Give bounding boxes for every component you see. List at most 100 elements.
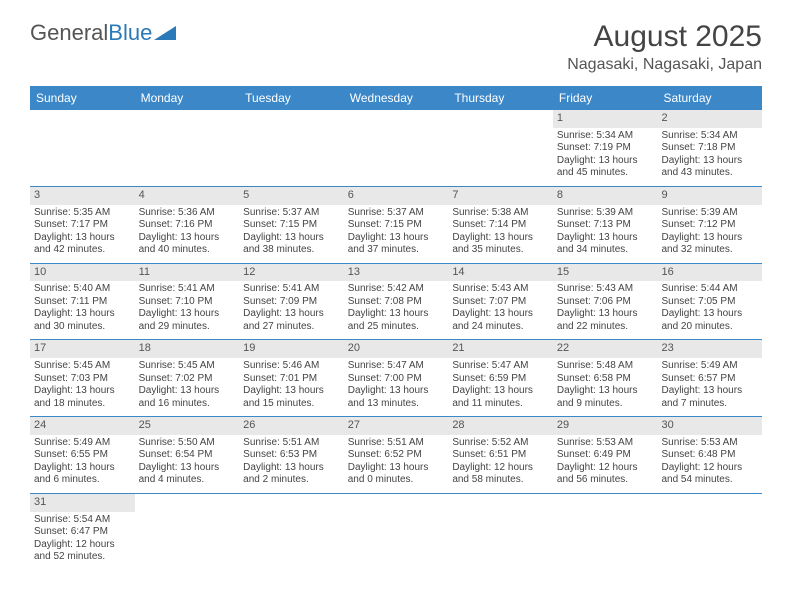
day-cell: 27Sunrise: 5:51 AMSunset: 6:52 PMDayligh… xyxy=(344,417,449,493)
empty-cell xyxy=(30,110,135,186)
sunrise-text: Sunrise: 5:45 AM xyxy=(139,360,236,373)
day-number: 3 xyxy=(30,187,135,205)
sunset-text: Sunset: 6:49 PM xyxy=(557,449,654,462)
daylight-text: Daylight: 13 hours xyxy=(243,385,340,398)
day-number: 15 xyxy=(553,264,658,282)
daylight-text: Daylight: 13 hours xyxy=(34,385,131,398)
day-cell: 11Sunrise: 5:41 AMSunset: 7:10 PMDayligh… xyxy=(135,264,240,340)
day-cell: 10Sunrise: 5:40 AMSunset: 7:11 PMDayligh… xyxy=(30,264,135,340)
day-header: Thursday xyxy=(448,86,553,110)
empty-cell xyxy=(657,494,762,570)
day-number: 17 xyxy=(30,340,135,358)
sunset-text: Sunset: 7:02 PM xyxy=(139,373,236,386)
week-row: 1Sunrise: 5:34 AMSunset: 7:19 PMDaylight… xyxy=(30,110,762,187)
day-number: 16 xyxy=(657,264,762,282)
daylight-text: Daylight: 13 hours xyxy=(348,232,445,245)
day-number: 28 xyxy=(448,417,553,435)
sunset-text: Sunset: 7:14 PM xyxy=(452,219,549,232)
sunrise-text: Sunrise: 5:43 AM xyxy=(557,283,654,296)
daylight-text: and 37 minutes. xyxy=(348,244,445,257)
sunset-text: Sunset: 6:47 PM xyxy=(34,526,131,539)
sunrise-text: Sunrise: 5:41 AM xyxy=(139,283,236,296)
day-cell: 22Sunrise: 5:48 AMSunset: 6:58 PMDayligh… xyxy=(553,340,658,416)
daylight-text: and 13 minutes. xyxy=(348,398,445,411)
day-number: 19 xyxy=(239,340,344,358)
daylight-text: and 11 minutes. xyxy=(452,398,549,411)
daylight-text: Daylight: 12 hours xyxy=(452,462,549,475)
day-cell: 31Sunrise: 5:54 AMSunset: 6:47 PMDayligh… xyxy=(30,494,135,570)
logo-text-1: General xyxy=(30,20,108,46)
day-number: 10 xyxy=(30,264,135,282)
sunrise-text: Sunrise: 5:37 AM xyxy=(243,207,340,220)
day-number: 8 xyxy=(553,187,658,205)
day-number: 20 xyxy=(344,340,449,358)
day-cell: 30Sunrise: 5:53 AMSunset: 6:48 PMDayligh… xyxy=(657,417,762,493)
daylight-text: and 42 minutes. xyxy=(34,244,131,257)
day-cell: 4Sunrise: 5:36 AMSunset: 7:16 PMDaylight… xyxy=(135,187,240,263)
sunset-text: Sunset: 7:07 PM xyxy=(452,296,549,309)
sunset-text: Sunset: 7:01 PM xyxy=(243,373,340,386)
empty-cell xyxy=(344,494,449,570)
day-number: 12 xyxy=(239,264,344,282)
sunrise-text: Sunrise: 5:40 AM xyxy=(34,283,131,296)
sunset-text: Sunset: 7:03 PM xyxy=(34,373,131,386)
sunrise-text: Sunrise: 5:47 AM xyxy=(452,360,549,373)
day-cell: 15Sunrise: 5:43 AMSunset: 7:06 PMDayligh… xyxy=(553,264,658,340)
day-number: 14 xyxy=(448,264,553,282)
daylight-text: Daylight: 13 hours xyxy=(557,385,654,398)
daylight-text: and 20 minutes. xyxy=(661,321,758,334)
daylight-text: and 34 minutes. xyxy=(557,244,654,257)
daylight-text: and 45 minutes. xyxy=(557,167,654,180)
sunset-text: Sunset: 7:15 PM xyxy=(243,219,340,232)
day-cell: 24Sunrise: 5:49 AMSunset: 6:55 PMDayligh… xyxy=(30,417,135,493)
day-number: 9 xyxy=(657,187,762,205)
sunrise-text: Sunrise: 5:47 AM xyxy=(348,360,445,373)
day-cell: 16Sunrise: 5:44 AMSunset: 7:05 PMDayligh… xyxy=(657,264,762,340)
sunrise-text: Sunrise: 5:39 AM xyxy=(557,207,654,220)
daylight-text: Daylight: 13 hours xyxy=(34,232,131,245)
sunrise-text: Sunrise: 5:42 AM xyxy=(348,283,445,296)
location: Nagasaki, Nagasaki, Japan xyxy=(567,56,762,74)
day-cell: 7Sunrise: 5:38 AMSunset: 7:14 PMDaylight… xyxy=(448,187,553,263)
sunrise-text: Sunrise: 5:41 AM xyxy=(243,283,340,296)
day-number: 26 xyxy=(239,417,344,435)
sunrise-text: Sunrise: 5:39 AM xyxy=(661,207,758,220)
daylight-text: and 58 minutes. xyxy=(452,474,549,487)
day-number: 24 xyxy=(30,417,135,435)
sunrise-text: Sunrise: 5:34 AM xyxy=(557,130,654,143)
sunrise-text: Sunrise: 5:50 AM xyxy=(139,437,236,450)
week-row: 10Sunrise: 5:40 AMSunset: 7:11 PMDayligh… xyxy=(30,264,762,341)
sunrise-text: Sunrise: 5:44 AM xyxy=(661,283,758,296)
daylight-text: and 38 minutes. xyxy=(243,244,340,257)
sunset-text: Sunset: 7:08 PM xyxy=(348,296,445,309)
daylight-text: and 18 minutes. xyxy=(34,398,131,411)
daylight-text: Daylight: 13 hours xyxy=(348,385,445,398)
sunrise-text: Sunrise: 5:51 AM xyxy=(348,437,445,450)
calendar: SundayMondayTuesdayWednesdayThursdayFrid… xyxy=(30,86,762,570)
day-cell: 13Sunrise: 5:42 AMSunset: 7:08 PMDayligh… xyxy=(344,264,449,340)
daylight-text: Daylight: 13 hours xyxy=(243,308,340,321)
sunrise-text: Sunrise: 5:35 AM xyxy=(34,207,131,220)
sunrise-text: Sunrise: 5:38 AM xyxy=(452,207,549,220)
day-cell: 14Sunrise: 5:43 AMSunset: 7:07 PMDayligh… xyxy=(448,264,553,340)
title-block: August 2025 Nagasaki, Nagasaki, Japan xyxy=(567,20,762,74)
day-number: 18 xyxy=(135,340,240,358)
sunset-text: Sunset: 6:59 PM xyxy=(452,373,549,386)
sunrise-text: Sunrise: 5:34 AM xyxy=(661,130,758,143)
daylight-text: Daylight: 13 hours xyxy=(557,232,654,245)
sunset-text: Sunset: 7:12 PM xyxy=(661,219,758,232)
daylight-text: Daylight: 13 hours xyxy=(661,308,758,321)
logo: GeneralBlue xyxy=(30,20,176,46)
daylight-text: and 7 minutes. xyxy=(661,398,758,411)
daylight-text: Daylight: 13 hours xyxy=(139,308,236,321)
daylight-text: Daylight: 13 hours xyxy=(661,232,758,245)
daylight-text: Daylight: 13 hours xyxy=(139,462,236,475)
sunset-text: Sunset: 6:57 PM xyxy=(661,373,758,386)
header: GeneralBlue August 2025 Nagasaki, Nagasa… xyxy=(30,20,762,74)
sunrise-text: Sunrise: 5:49 AM xyxy=(34,437,131,450)
day-header: Monday xyxy=(135,86,240,110)
daylight-text: and 22 minutes. xyxy=(557,321,654,334)
day-cell: 3Sunrise: 5:35 AMSunset: 7:17 PMDaylight… xyxy=(30,187,135,263)
daylight-text: Daylight: 13 hours xyxy=(348,308,445,321)
daylight-text: Daylight: 13 hours xyxy=(139,232,236,245)
